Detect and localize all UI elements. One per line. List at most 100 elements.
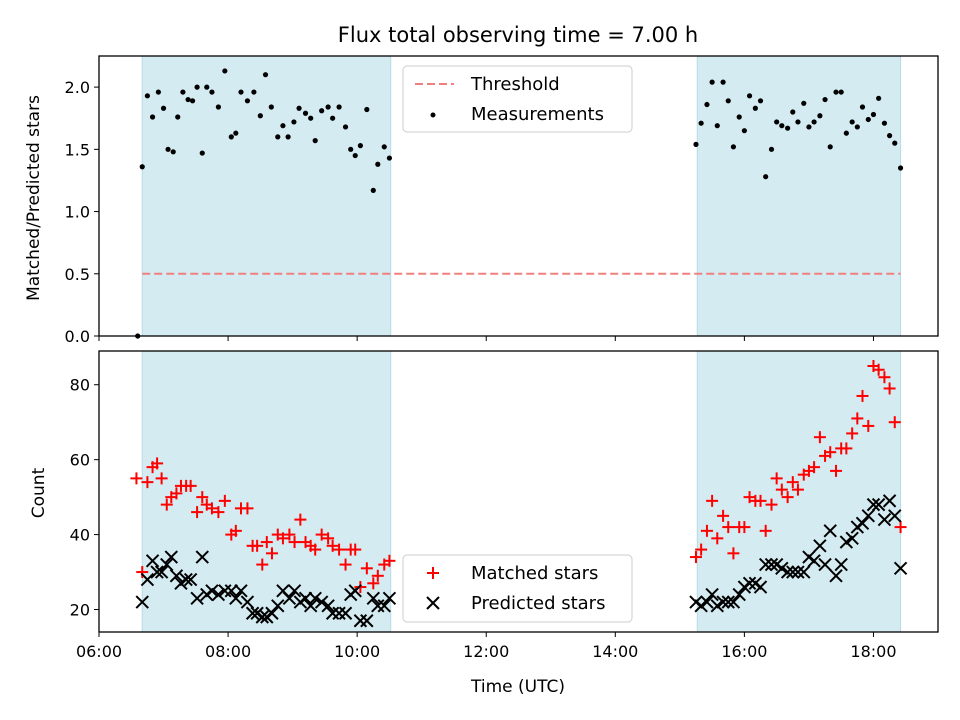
matched-stars-point [349,543,362,556]
x-tick-label: 10:00 [334,642,380,661]
matched-stars-point [727,547,740,560]
measurements-point [352,152,358,159]
predicted-stars-point [823,524,837,538]
predicted-stars-point [877,512,892,527]
measurements-point [199,150,205,156]
predicted-stars-point [705,587,719,602]
matched-stars-point [883,382,896,395]
matched-stars-point [808,461,821,474]
measurements-point [233,130,239,136]
matched-stars-point [288,536,301,549]
y-tick-label: 0.0 [65,327,90,346]
measurements-point [296,105,302,111]
measurements-point [319,108,325,114]
matched-stars-point [141,476,154,489]
matched-stars-point [706,494,719,507]
predicted-stars-point [353,614,368,628]
predicted-stars-point [332,606,346,620]
ratio-panel: 0.00.51.01.52.0 Matched/Predicted stars … [24,55,939,346]
matched-stars-point [196,491,209,504]
observing-windows [141,55,902,337]
measurements-point [251,89,257,95]
measurements-point [149,114,156,120]
matched-stars-point [754,494,767,507]
predicted-stars-point [160,557,174,572]
predicted-stars-point [140,572,155,587]
measurements-point [865,116,871,123]
matched-stars-point [846,427,859,440]
ratio-y-ticks: 0.0 0.5 1.0 1.5 2.0 [65,78,99,346]
matched-stars-point [383,554,396,567]
measurements-point [238,89,244,95]
predicted-stars-point [154,565,169,579]
predicted-stars-point [742,576,757,591]
measurements-point [285,134,291,140]
matched-stars-point [786,476,799,489]
measurements-point [698,120,704,126]
matched-stars-point [717,509,730,522]
measurements-point [325,104,331,110]
measurements-point [725,98,731,104]
measurements-point [763,174,769,180]
matched-stars-point [840,442,853,455]
predicted-stars-point [855,516,870,531]
y-tick-label: 20 [70,601,90,620]
matched-stars-point [283,528,296,541]
matched-stars-point [354,581,367,594]
matched-stars-point [700,524,713,537]
predicted-stars-point [325,606,340,620]
measurements-point [752,105,758,111]
matched-stars-point [256,558,269,571]
predicted-stars-point [234,584,248,598]
predicted-stars-point [758,557,773,572]
x-tick-label: 08:00 [205,642,251,661]
matched-stars-point [872,363,885,376]
measurements-point [881,120,888,126]
predicted-stars-point [780,565,795,579]
matched-stars-point [155,472,168,485]
matched-stars-point [212,506,225,519]
measurements-point [843,130,849,136]
measurements-point [838,89,844,95]
measurements-point [811,119,817,125]
measurements-point [144,93,151,99]
measurements-point [222,68,228,74]
y-tick-label: 40 [70,526,90,545]
measurements-point [275,134,281,140]
measurements-point [779,123,785,129]
matched-stars-point [251,539,264,552]
predicted-stars-point [255,610,269,624]
count-y-label: Count [29,467,49,518]
matched-stars-point [339,558,352,571]
measurements-point [892,140,898,146]
predicted-stars-point [732,587,746,602]
measurements-point [386,155,393,161]
matched-stars-point [170,487,183,500]
y-tick-label: 2.0 [65,78,90,97]
predicted-stars-point [813,539,827,553]
matched-stars-point [791,483,804,496]
predicted-stars-point [861,509,876,523]
predicted-stars-point [818,557,832,572]
measurements-point [185,96,191,103]
predicted-stars-point [314,595,329,609]
matched-stars-point [695,543,708,556]
predicted-stars-point [229,591,243,605]
measurements-point [854,124,860,130]
predicted-stars-point [190,591,204,605]
measurements-point [375,161,381,167]
predicted-stars-point [271,599,285,613]
predicted-stars-point [716,595,730,609]
matched-stars-point [722,521,735,534]
count-y-ticks: 20 40 60 80 [70,376,99,620]
predicted-stars-point [303,599,318,613]
measurements-point [209,89,215,95]
ratio-x-ticks [98,336,874,341]
measurements-point [886,133,893,139]
ratio-y-label: Matched/Predicted stars [24,95,44,301]
predicted-stars-point [829,569,843,583]
x-tick-label: 06:00 [76,642,122,661]
measurements-point [204,84,210,90]
measurements-point [817,113,823,119]
matched-stars-point [775,483,788,496]
